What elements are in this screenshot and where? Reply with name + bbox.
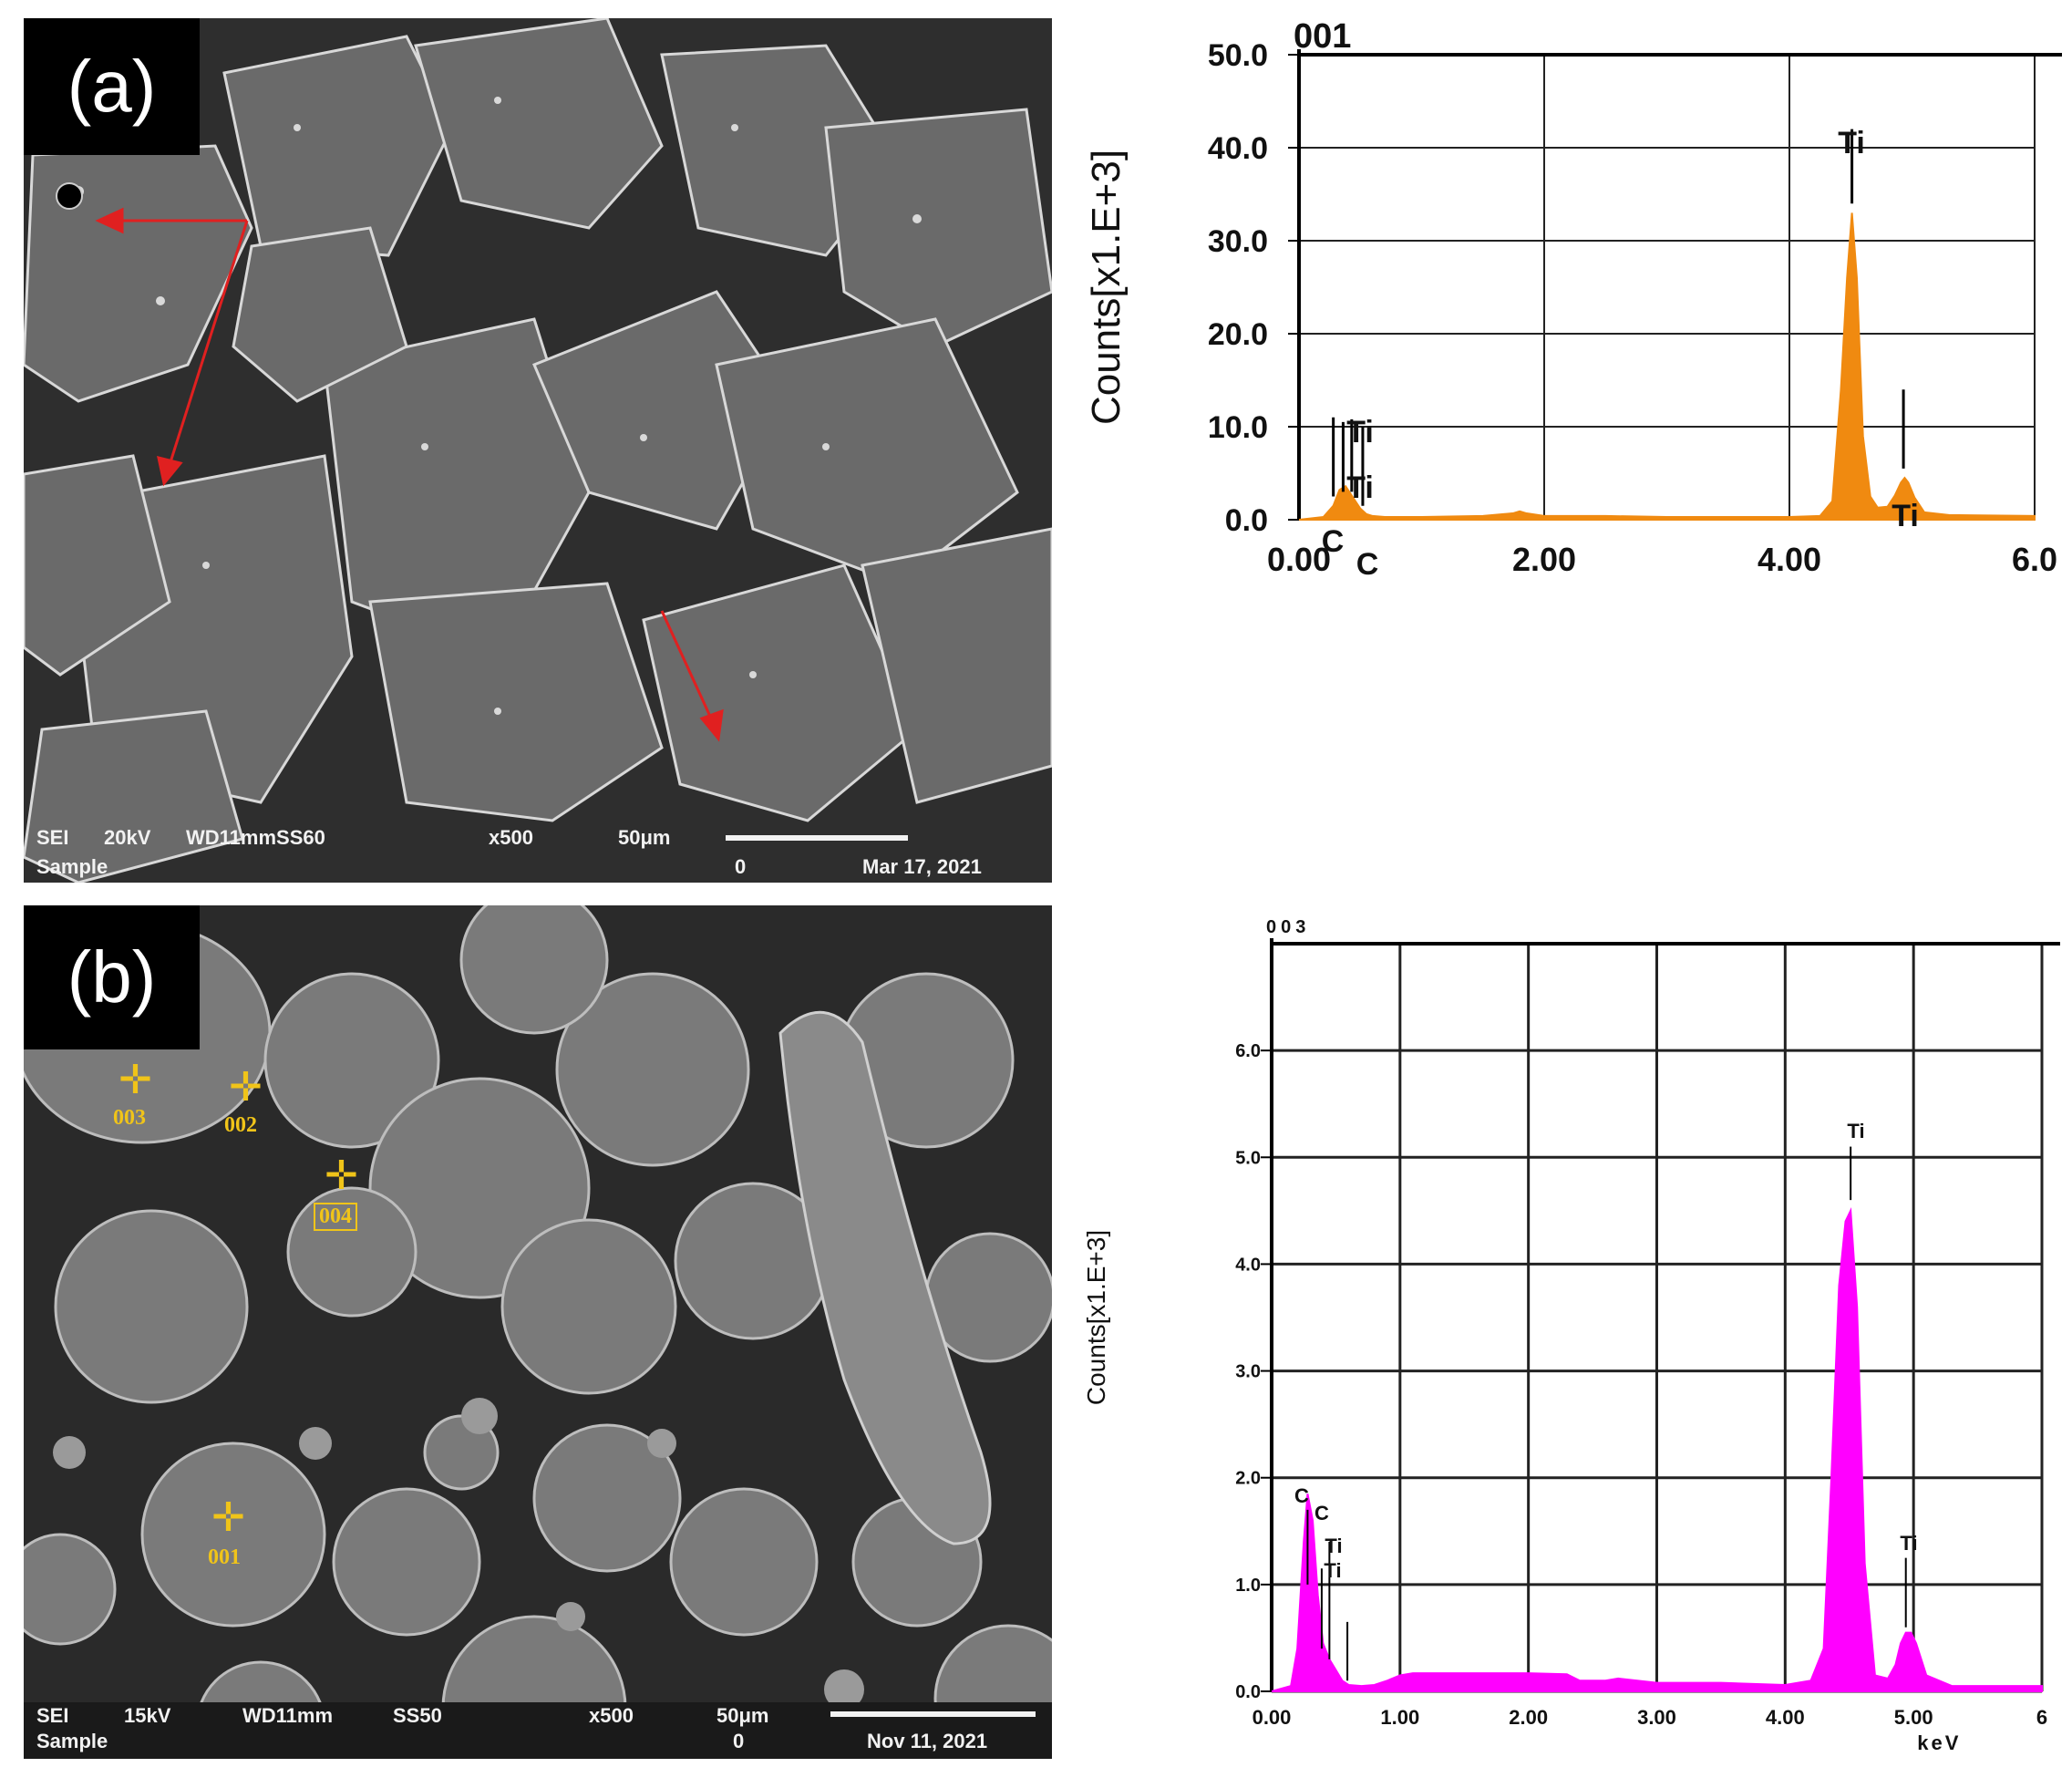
databar-voltage: 15kV (124, 1704, 171, 1727)
scale-bar (830, 1711, 1036, 1717)
y-tick-label: 0.0 (1225, 503, 1268, 538)
databar-scale: 50μm (716, 1704, 769, 1727)
databar-wd: WD11mm (242, 1704, 334, 1727)
peak-label: Ti (1346, 415, 1374, 450)
peak-label: Ti (1892, 499, 1919, 533)
peak-label: Ti (1324, 1559, 1341, 1582)
databar-zero: 0 (733, 1730, 745, 1752)
databar-sample: Sample (36, 1730, 108, 1752)
sem-databar-a: SEI 20kV WD11mmSS60 x500 50μm Sample 0 M… (24, 826, 1052, 883)
x-tick-label: 4.00 (1758, 541, 1821, 578)
peak-label: Ti (1847, 1120, 1864, 1142)
y-tick-label: 4.0 (1235, 1255, 1261, 1275)
x-tick-label: 2.00 (1512, 541, 1576, 578)
y-tick-label: 10.0 (1208, 410, 1268, 445)
scale-bar (726, 835, 908, 841)
point-marker-003: ✛ (119, 1057, 152, 1103)
x-axis-label: keV (1917, 1731, 1961, 1754)
peak-label: Ti (1900, 1532, 1917, 1555)
chart-title: 001 (1294, 17, 1351, 56)
y-tick-label: 6.0 (1235, 1041, 1261, 1061)
panel-label-a: (a) (24, 18, 200, 155)
databar-ss: SS50 (393, 1704, 442, 1727)
databar-date: Nov 11, 2021 (867, 1730, 988, 1752)
databar-mode: SEI (36, 1704, 69, 1727)
peak-label: C (1314, 1502, 1329, 1524)
sem-image-a: (a) SEI 20kV WD11mmSS60 x500 50μm Sample… (24, 18, 1052, 883)
databar-date: Mar 17, 2021 (862, 855, 982, 878)
eds-spectrum-chart-b: 0.0 1.0 2.0 3.0 4.0 5.0 6.0 0.00 1.00 2.00 3.00 4.0… (1082, 917, 2060, 1754)
y-tick-label: 30.0 (1208, 224, 1268, 259)
y-tick-label: 3.0 (1235, 1362, 1261, 1382)
y-tick-label: 2.0 (1235, 1469, 1261, 1489)
x-tick-label: 4.00 (1766, 1706, 1805, 1729)
peak-label: Ti (1325, 1535, 1342, 1557)
databar-mode: SEI (36, 826, 69, 849)
point-marker-001: ✛ (211, 1494, 245, 1541)
databar-sample: Sample (36, 855, 108, 878)
sem-image-b: (b) ✛ 003 ✛ 002 ✛ 004 ✛ 001 SEI 15kV WD1… (24, 905, 1052, 1759)
databar-scale: 50μm (618, 826, 671, 849)
panel-label-b: (b) (24, 905, 200, 1049)
y-axis-label: Counts[x1.E+3] (1084, 150, 1129, 425)
y-tick-label: 5.0 (1235, 1148, 1261, 1168)
x-tick-label: 0.00 (1252, 1706, 1292, 1729)
x-tick-label: 6.0 (2012, 541, 2057, 578)
y-tick-label: 20.0 (1208, 317, 1268, 352)
x-tick-label: 1.00 (1380, 1706, 1419, 1729)
x-tick-label: 6 (2036, 1706, 2047, 1729)
eds-spectrum-chart-a: 0.0 10.0 20.0 30.0 40.0 50.0 0.00 2.00 4.00 6.0 00… (1084, 17, 2062, 582)
point-label-004: 004 (314, 1203, 357, 1231)
y-axis-label: Counts[x1.E+3] (1082, 1230, 1110, 1405)
x-tick-label: 2.00 (1509, 1706, 1548, 1729)
x-tick-label: 3.00 (1637, 1706, 1676, 1729)
peak-label: C (1294, 1484, 1309, 1507)
y-tick-label: 1.0 (1235, 1576, 1261, 1596)
peak-label: Ti (1838, 126, 1865, 160)
point-marker-004: ✛ (325, 1152, 358, 1199)
peak-label: C (1322, 524, 1345, 559)
databar-zero: 0 (735, 855, 747, 878)
databar-mag: x500 (489, 826, 533, 849)
point-label-003: 003 (113, 1106, 146, 1130)
databar-mag: x500 (589, 1704, 634, 1727)
y-tick-label: 40.0 (1208, 131, 1268, 166)
point-label-001: 001 (208, 1545, 241, 1569)
spectrum-series (1298, 212, 2036, 521)
sem-databar-b: SEI 15kV WD11mm SS50 x500 50μm Sample 0 … (24, 1702, 1052, 1759)
point-marker-002: ✛ (229, 1064, 263, 1111)
databar-wd: WD11mmSS60 (186, 826, 325, 849)
x-tick-label: 0.00 (1267, 541, 1331, 578)
chart-title: 003 (1266, 917, 1310, 937)
databar-voltage: 20kV (104, 826, 151, 849)
x-tick-label: 5.00 (1894, 1706, 1933, 1729)
sem-micrograph-a (24, 18, 1052, 883)
y-tick-label: 50.0 (1208, 38, 1268, 73)
spectrum-series (1271, 1207, 2043, 1692)
peak-label: C (1356, 547, 1379, 582)
y-tick-label: 0.0 (1235, 1682, 1261, 1702)
point-label-002: 002 (224, 1113, 257, 1137)
peak-label: Ti (1346, 470, 1374, 505)
